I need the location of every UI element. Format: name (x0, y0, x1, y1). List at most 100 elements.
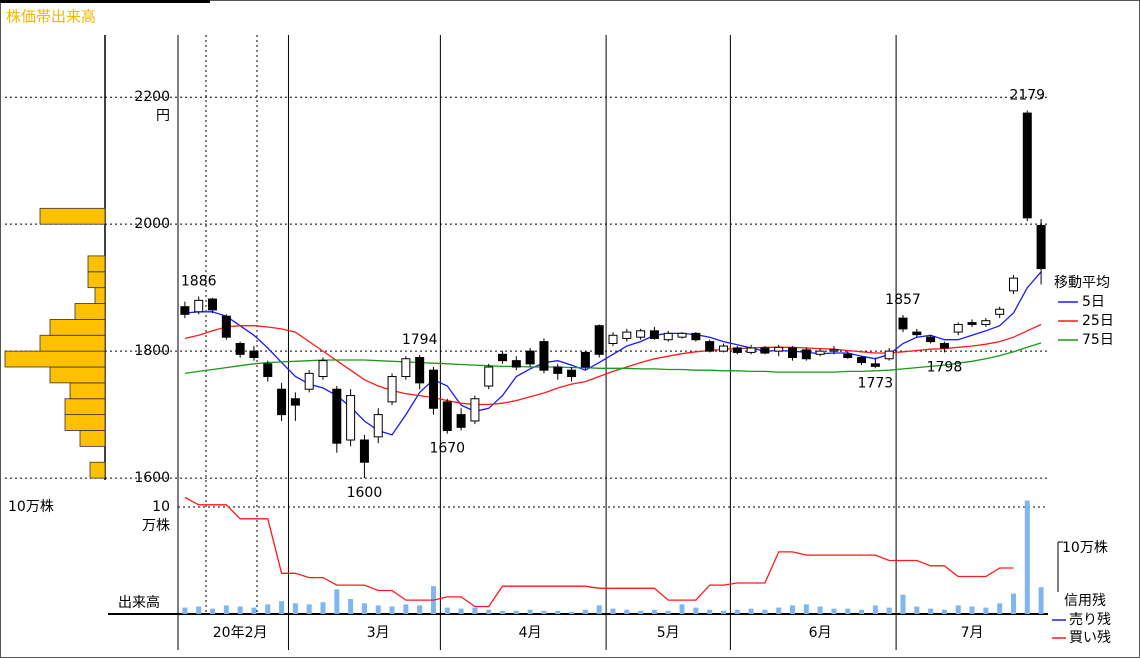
volume-bar (375, 605, 381, 614)
volume-bar (941, 609, 947, 614)
candle-body (180, 306, 190, 315)
candle-body (484, 366, 494, 387)
volume-bar (1024, 500, 1030, 614)
volume-bar (790, 605, 796, 614)
price-band-bar (49, 318, 106, 336)
volume-bar (403, 604, 409, 614)
moving-average-line (184, 323, 1042, 406)
y-tick-label: 2000 (134, 216, 170, 232)
volume-bar (748, 608, 754, 614)
volume-bar (251, 607, 257, 614)
legend-label: 買い残 (1069, 630, 1111, 646)
price-band-bar (39, 207, 106, 225)
candle-body (498, 353, 508, 362)
price-annotation: 1886 (181, 274, 217, 290)
candle-body (304, 372, 314, 390)
candle-body (387, 376, 397, 403)
candle-body (829, 349, 839, 352)
volume-bar (389, 606, 395, 614)
candle-body (428, 369, 438, 409)
chart-title: 株価帯出来高 (6, 8, 96, 26)
volume-bar (845, 608, 851, 614)
volume-bar (582, 609, 588, 614)
price-annotation: 1857 (885, 292, 921, 308)
candle-body (870, 363, 880, 367)
x-tick-label: 4月 (519, 625, 542, 641)
volume-bar (334, 589, 340, 614)
candle-body (677, 332, 687, 338)
volume-bar (914, 606, 920, 614)
candle-body (553, 366, 563, 374)
candle-body (1008, 277, 1018, 292)
candle-body (939, 343, 949, 349)
candle-body (912, 331, 922, 336)
margin-line (184, 496, 1014, 608)
legend-title: 移動平均 (1054, 275, 1110, 291)
candle-body (208, 298, 218, 311)
volume-bar (610, 608, 616, 614)
candle-body (705, 341, 715, 352)
volume-bar (237, 606, 243, 614)
margin-title: 信用残 (1064, 593, 1106, 609)
y-unit: 円 (156, 108, 170, 124)
candle-body (277, 388, 287, 416)
candle-body (249, 350, 259, 358)
candle-body (926, 336, 936, 343)
price-annotation: 1794 (402, 332, 438, 348)
candle-body (290, 398, 300, 406)
candle-body (663, 332, 673, 341)
volume-bar (444, 607, 450, 614)
price-annotation: 1600 (347, 485, 383, 501)
volume-bar (679, 604, 685, 614)
candle-body (774, 346, 784, 352)
volume-bar (500, 610, 506, 614)
y-tick-label: 1600 (134, 470, 170, 486)
y-tick-label: 10 (152, 499, 170, 515)
volume-bar (1038, 587, 1044, 614)
candle-body (332, 388, 342, 444)
histogram-scale-label: 10万株 (8, 499, 54, 515)
candle-body (221, 315, 231, 338)
candle-body (843, 353, 853, 358)
volume-bar (638, 610, 644, 614)
price-annotation: 1773 (858, 375, 894, 391)
candle-body (691, 332, 701, 341)
candle-body (415, 356, 425, 384)
volume-bar (872, 605, 878, 614)
volume-bar (900, 594, 906, 614)
volume-bar (196, 606, 202, 614)
legend-label: 売り残 (1069, 612, 1111, 628)
x-tick-label: 20年2月 (213, 625, 268, 641)
volume-bar (928, 608, 934, 614)
candle-body (235, 343, 245, 355)
volume-bar (651, 609, 657, 614)
volume-bar (762, 609, 768, 614)
candle-body (898, 317, 908, 330)
volume-bar (320, 602, 326, 614)
volume-bar (997, 603, 1003, 614)
volume-bar (720, 610, 726, 614)
candle-body (580, 351, 590, 368)
candle-body (622, 331, 632, 339)
legend-label: 75日 (1082, 332, 1114, 348)
candle-body (263, 363, 273, 378)
candle-body (884, 350, 894, 360)
price-band-bar (79, 430, 106, 447)
candle-body (511, 360, 521, 368)
volume-bar (306, 604, 312, 614)
volume-bar (803, 604, 809, 614)
volume-bar (817, 606, 823, 614)
candle-body (539, 341, 549, 371)
x-tick-label: 7月 (961, 625, 984, 641)
volume-bar (555, 610, 561, 614)
volume-bar (513, 610, 519, 614)
candle-body (815, 350, 825, 355)
y-unit: 万株 (142, 518, 170, 534)
volume-bar (541, 610, 547, 614)
volume-bar (624, 609, 630, 614)
candle-body (442, 401, 452, 431)
candle-body (373, 414, 383, 438)
candle-body (456, 414, 466, 428)
x-tick-label: 5月 (657, 625, 680, 641)
